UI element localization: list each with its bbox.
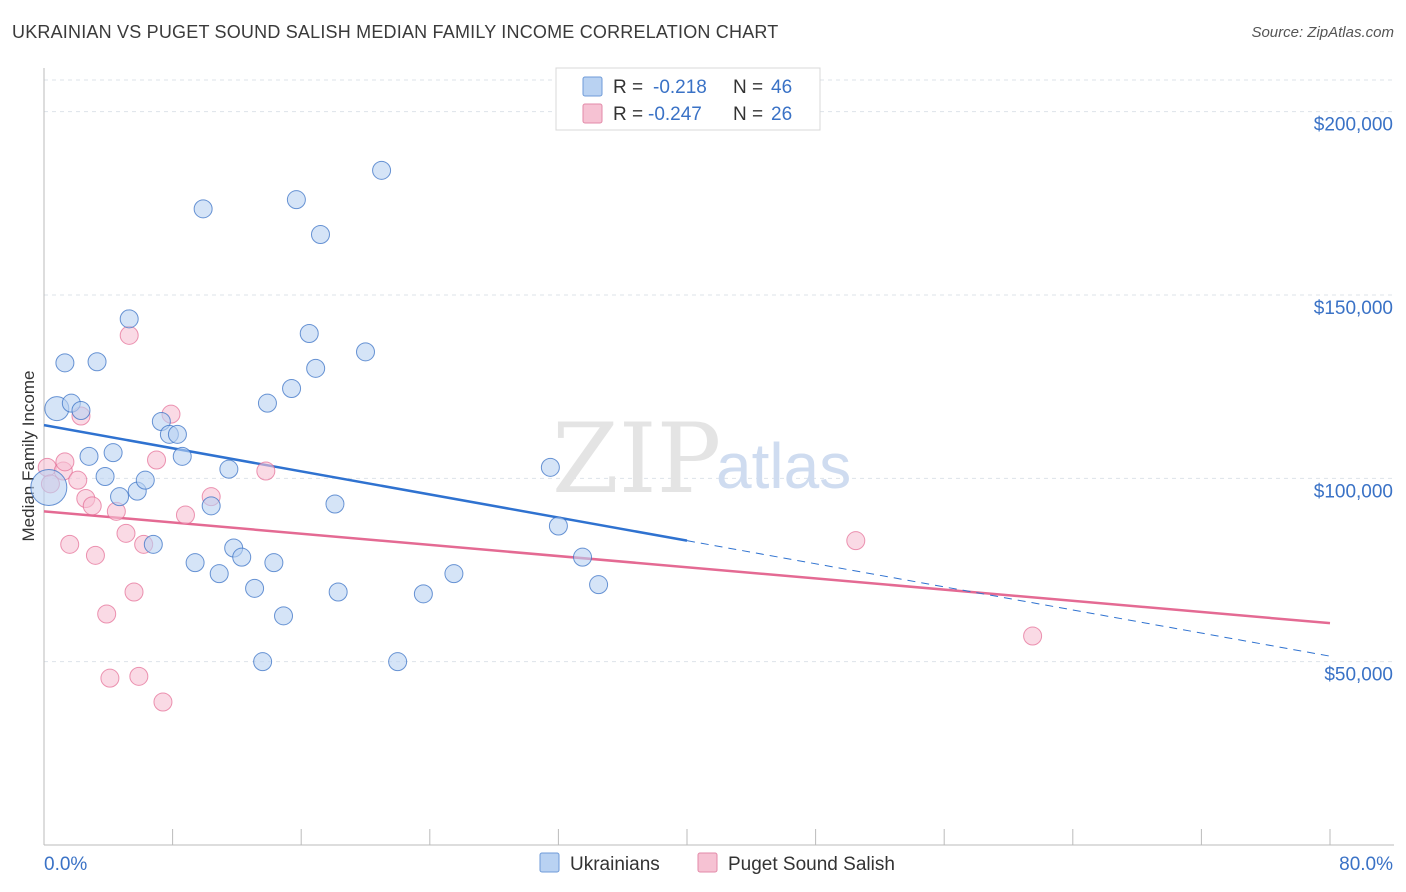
watermark-zip: ZIP	[552, 403, 721, 515]
data-point-ukrainians	[71, 401, 91, 420]
data-point-ukrainians	[201, 496, 221, 516]
data-point-ukrainians	[209, 564, 229, 584]
data-point-ukrainians	[372, 160, 392, 180]
legend-swatch-ukrainians	[582, 76, 603, 97]
data-point-ukrainians	[573, 547, 593, 567]
bottom-legend-label-puget: Puget Sound Salish	[728, 854, 895, 875]
data-point-ukrainians	[135, 470, 155, 490]
gridlines	[44, 79, 1394, 663]
legend-n-label-1: N =	[733, 77, 763, 98]
data-point-ukrainians	[548, 516, 568, 536]
bottom-legend-swatch-puget	[697, 852, 718, 873]
data-point-ukrainians	[306, 358, 326, 378]
data-point-ukrainians	[219, 459, 239, 479]
legend-n-value-2: 26	[771, 104, 792, 125]
data-point-puget-sound-salish	[1023, 626, 1043, 646]
data-point-puget-sound-salish	[68, 470, 88, 490]
y-tick-labels: $50,000 $100,000 $150,000 $200,000	[1314, 115, 1393, 686]
data-point-puget-sound-salish	[97, 604, 117, 624]
data-point-ukrainians	[253, 652, 273, 672]
y-tick-label: $50,000	[1324, 665, 1393, 686]
watermark: ZIP atlas	[552, 403, 851, 515]
watermark-atlas: atlas	[716, 430, 851, 502]
data-point-puget-sound-salish	[147, 450, 167, 470]
data-point-puget-sound-salish	[116, 523, 136, 543]
data-point-puget-sound-salish	[60, 534, 80, 554]
legend-n-value-1: 46	[771, 77, 792, 98]
data-point-puget-sound-salish	[256, 461, 276, 481]
y-tick-label: $200,000	[1314, 115, 1393, 136]
y-tick-label: $150,000	[1314, 298, 1393, 319]
trend-line-ukrainians-extrapolated	[686, 540, 1331, 657]
data-point-ukrainians	[79, 446, 99, 466]
data-point-ukrainians	[119, 309, 139, 329]
data-point-puget-sound-salish	[55, 452, 75, 472]
data-point-puget-sound-salish	[100, 668, 120, 688]
data-point-ukrainians	[167, 424, 187, 444]
trend-line-ukrainians	[43, 423, 688, 542]
data-point-ukrainians	[232, 547, 252, 567]
axes	[43, 68, 1394, 846]
y-axis-title: Median Family Income	[19, 370, 38, 541]
data-point-ukrainians	[282, 379, 302, 398]
data-point-puget-sound-salish	[119, 325, 139, 345]
data-point-ukrainians	[310, 225, 330, 244]
trend-line-puget-sound-salish	[43, 510, 1331, 625]
data-point-ukrainians	[185, 553, 205, 573]
legend-swatch-puget	[582, 103, 603, 124]
data-point-ukrainians	[444, 564, 464, 584]
data-point-ukrainians	[257, 393, 277, 413]
legend-r-value-1: -0.218	[653, 77, 707, 98]
source-credit: Source: ZipAtlas.com	[1251, 24, 1394, 41]
legend-r-value-2: -0.247	[648, 104, 702, 125]
data-point-ukrainians	[328, 582, 348, 602]
data-point-ukrainians	[245, 578, 265, 598]
bottom-legend-label-ukrainians: Ukrainians	[570, 854, 660, 875]
legend-r-label-1: R =	[613, 77, 643, 98]
data-point-ukrainians	[95, 467, 115, 486]
data-point-ukrainians	[325, 494, 345, 514]
x-tick-labels: 0.0% 80.0%	[44, 854, 1393, 875]
bottom-legend-swatch-ukrainians	[539, 852, 560, 873]
data-point-ukrainians	[286, 190, 306, 210]
legend-r-label-2: R =	[613, 104, 643, 125]
data-point-puget-sound-salish	[82, 496, 102, 516]
data-point-puget-sound-salish	[85, 545, 105, 565]
data-point-ukrainians	[264, 553, 284, 573]
data-point-ukrainians	[87, 352, 107, 372]
data-point-puget-sound-salish	[129, 666, 149, 686]
y-tick-label: $100,000	[1314, 481, 1393, 502]
data-point-puget-sound-salish	[153, 692, 173, 712]
data-point-ukrainians	[30, 469, 68, 506]
data-point-ukrainians	[589, 575, 609, 595]
data-point-ukrainians	[274, 606, 294, 626]
data-point-puget-sound-salish	[846, 531, 866, 551]
data-point-ukrainians	[413, 584, 433, 604]
legend-n-label-2: N =	[733, 104, 763, 125]
data-point-ukrainians	[299, 324, 319, 343]
stats-legend: R = -0.218 N = 46 R = -0.247 N = 26	[555, 67, 821, 131]
data-point-puget-sound-salish	[175, 505, 195, 525]
data-point-ukrainians	[356, 342, 375, 362]
data-point-puget-sound-salish	[124, 582, 144, 602]
data-point-ukrainians	[110, 487, 130, 507]
trend-lines	[43, 423, 1331, 657]
x-tick-label: 80.0%	[1339, 854, 1393, 875]
data-point-ukrainians	[143, 534, 163, 554]
chart-title: UKRAINIAN VS PUGET SOUND SALISH MEDIAN F…	[12, 22, 779, 42]
data-point-ukrainians	[103, 443, 123, 463]
data-point-ukrainians	[172, 446, 192, 466]
data-point-ukrainians	[55, 353, 75, 373]
x-tick-label: 0.0%	[44, 854, 87, 875]
data-point-ukrainians	[540, 457, 560, 477]
data-point-ukrainians	[388, 652, 408, 672]
series-legend: Ukrainians Puget Sound Salish	[539, 852, 895, 875]
data-points	[30, 160, 1043, 712]
data-point-ukrainians	[193, 199, 213, 219]
